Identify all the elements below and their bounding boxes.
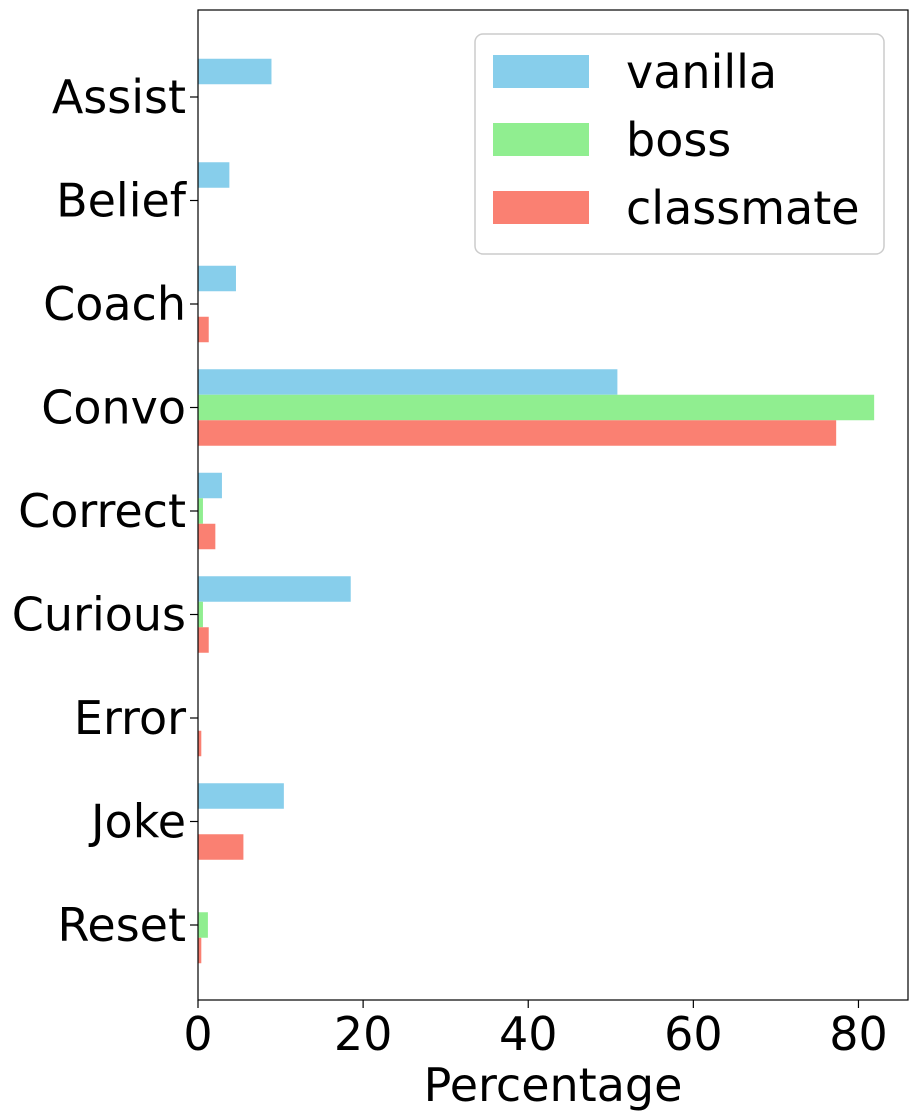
legend: vanilla boss classmate xyxy=(474,33,885,255)
y-tick-label: Curious xyxy=(12,588,186,642)
x-tick-label: 40 xyxy=(499,1007,558,1061)
bar-classmate-reset xyxy=(198,937,202,964)
bar-vanilla-curious xyxy=(198,576,351,602)
bar-vanilla-coach xyxy=(198,265,236,292)
y-tick-label: Assist xyxy=(52,70,186,124)
bar-boss-convo xyxy=(198,394,875,421)
legend-swatch-boss xyxy=(493,123,589,156)
bar-boss-curious xyxy=(198,601,203,628)
legend-label-vanilla: vanilla xyxy=(626,45,777,99)
y-tick-label: Coach xyxy=(43,277,186,331)
bar-boss-reset xyxy=(198,912,208,938)
y-tick-label: Joke xyxy=(88,795,186,849)
plot-frame xyxy=(197,9,909,1001)
x-tick-label: 20 xyxy=(334,1007,393,1061)
legend-label-classmate: classmate xyxy=(626,181,860,235)
bar-classmate-correct xyxy=(198,523,216,550)
bar-vanilla-assist xyxy=(198,58,272,85)
bar-vanilla-belief xyxy=(198,162,230,188)
bar-classmate-convo xyxy=(198,420,837,446)
legend-swatch-classmate xyxy=(493,191,589,224)
y-axis: Assist Belief Coach Convo Correct Curious Erro… xyxy=(12,70,198,952)
y-tick-label: Belief xyxy=(56,174,188,228)
bar-vanilla-joke xyxy=(198,783,284,809)
bar-vanilla-correct xyxy=(198,472,222,499)
bar-classmate-joke xyxy=(198,834,244,860)
y-tick-label: Correct xyxy=(18,484,186,538)
x-axis-label: Percentage xyxy=(424,1058,683,1112)
x-tick-label: 0 xyxy=(183,1007,212,1061)
bar-classmate-coach xyxy=(198,316,209,343)
bar-boss-correct xyxy=(198,498,203,524)
bar-classmate-error xyxy=(198,730,202,757)
y-tick-label: Error xyxy=(74,691,186,745)
bar-classmate-curious xyxy=(198,627,209,653)
x-tick-label: 60 xyxy=(664,1007,723,1061)
x-axis: 0 20 40 60 80 xyxy=(183,1000,888,1061)
bars-layer xyxy=(198,58,875,964)
x-tick-label: 80 xyxy=(829,1007,888,1061)
y-tick-label: Convo xyxy=(41,381,186,435)
legend-label-boss: boss xyxy=(626,113,731,167)
legend-swatch-vanilla xyxy=(493,55,589,88)
bar-vanilla-convo xyxy=(198,369,618,395)
y-tick-label: Reset xyxy=(58,898,187,952)
